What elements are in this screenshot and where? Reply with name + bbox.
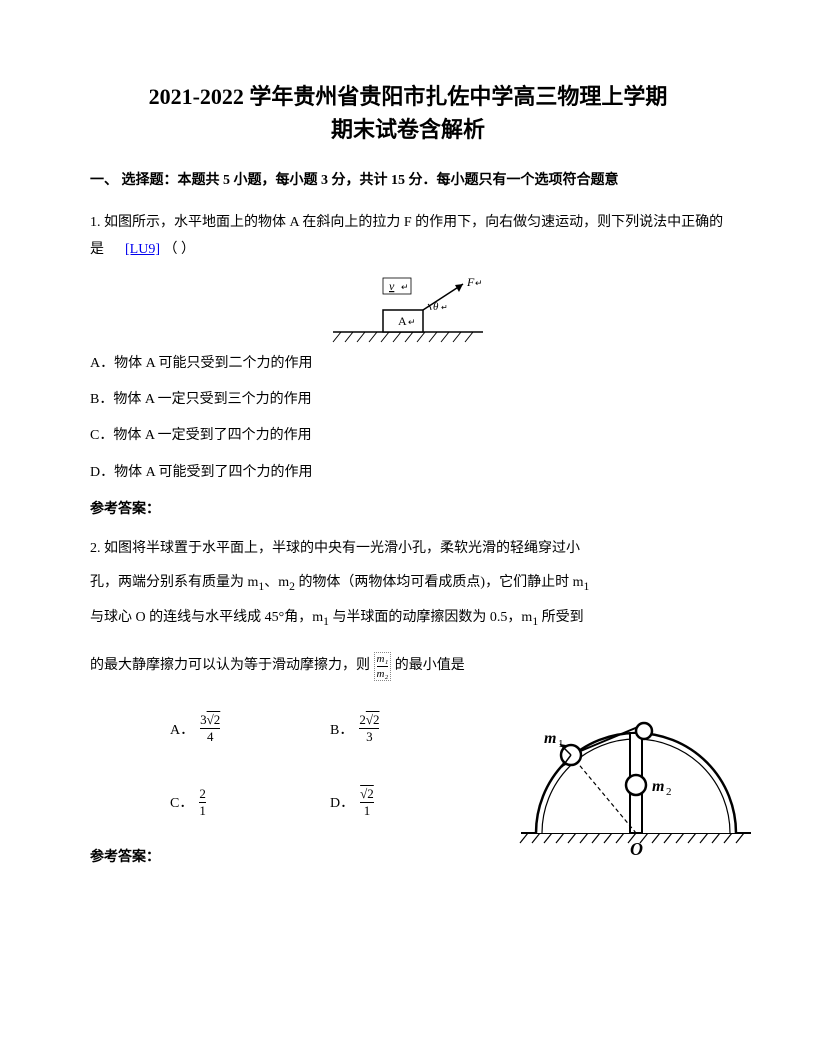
q2-line1: 2. 如图将半球置于水平面上，半球的中央有一光滑小孔，柔软光滑的轻绳穿过小 <box>90 532 726 566</box>
q2-o-label: O <box>630 839 643 859</box>
svg-text:↵: ↵ <box>475 278 483 288</box>
q2-diagram: m 1 m 2 O <box>516 693 756 863</box>
section-header: 一、 选择题：本题共 5 小题，每小题 3 分，共计 15 分．每小题只有一个选… <box>90 170 726 192</box>
svg-text:↵: ↵ <box>401 282 409 292</box>
q1-theta-label: θ <box>433 301 439 313</box>
svg-text:↵: ↵ <box>441 303 448 312</box>
q1-option-a: A．物体 A 可能只受到二个力的作用 <box>90 353 726 375</box>
q1-answer-label: 参考答案： <box>90 498 726 518</box>
q1-f-label: F <box>466 275 475 289</box>
q1-option-d: D．物体 A 可能受到了四个力的作用 <box>90 462 726 484</box>
svg-text:1: 1 <box>558 738 564 750</box>
q2-m2-label: m <box>652 778 664 795</box>
q1-block-label: A <box>398 314 407 328</box>
q2-option-d: D． √2 1 <box>330 787 430 819</box>
q2-frac-m1m2: m₁ m₂ <box>374 652 392 681</box>
q2-options-row: A． 3√2 4 B． 2√2 3 C． 2 <box>90 713 726 818</box>
svg-text:2: 2 <box>666 786 672 798</box>
q2-line4: 的最大静摩擦力可以认为等于滑动摩擦力，则 m₁ m₂ 的最小值是 <box>90 649 726 683</box>
q2-text: 2. 如图将半球置于水平面上，半球的中央有一光滑小孔，柔软光滑的轻绳穿过小 孔，… <box>90 532 726 683</box>
q2-line2: 孔，两端分别系有质量为 m1、m2 的物体（两物体均可看成质点)，它们静止时 m… <box>90 566 726 601</box>
q1-v-label: v <box>389 279 395 293</box>
q2-option-c: C． 2 1 <box>170 787 270 819</box>
q1-text: 1. 如图所示，水平地面上的物体 A 在斜向上的拉力 F 的作用下，向右做匀速运… <box>90 210 726 263</box>
svg-text:↵: ↵ <box>408 317 416 327</box>
q2-line3: 与球心 O 的连线与水平线成 45°角，m1 与半球面的动摩擦因数为 0.5，m… <box>90 601 726 636</box>
q1-diagram: A ↵ v ↵ F ↵ θ ↵ <box>323 270 493 345</box>
q1-link[interactable]: [LU9] <box>125 242 160 257</box>
title-line1: 2021-2022 学年贵州省贵阳市扎佐中学高三物理上学期 <box>90 80 726 113</box>
q2-m1-label: m <box>544 730 556 747</box>
title-line2: 期末试卷含解析 <box>90 113 726 146</box>
q1-option-c: C．物体 A 一定受到了四个力的作用 <box>90 425 726 447</box>
q2-option-b: B． 2√2 3 <box>330 713 430 745</box>
document-title: 2021-2022 学年贵州省贵阳市扎佐中学高三物理上学期 期末试卷含解析 <box>90 80 726 146</box>
q1-text-part2: （ ） <box>164 242 196 257</box>
q2-option-a: A． 3√2 4 <box>170 713 270 745</box>
q1-option-b: B．物体 A 一定只受到三个力的作用 <box>90 389 726 411</box>
q2-options-column: A． 3√2 4 B． 2√2 3 C． 2 <box>90 713 430 818</box>
